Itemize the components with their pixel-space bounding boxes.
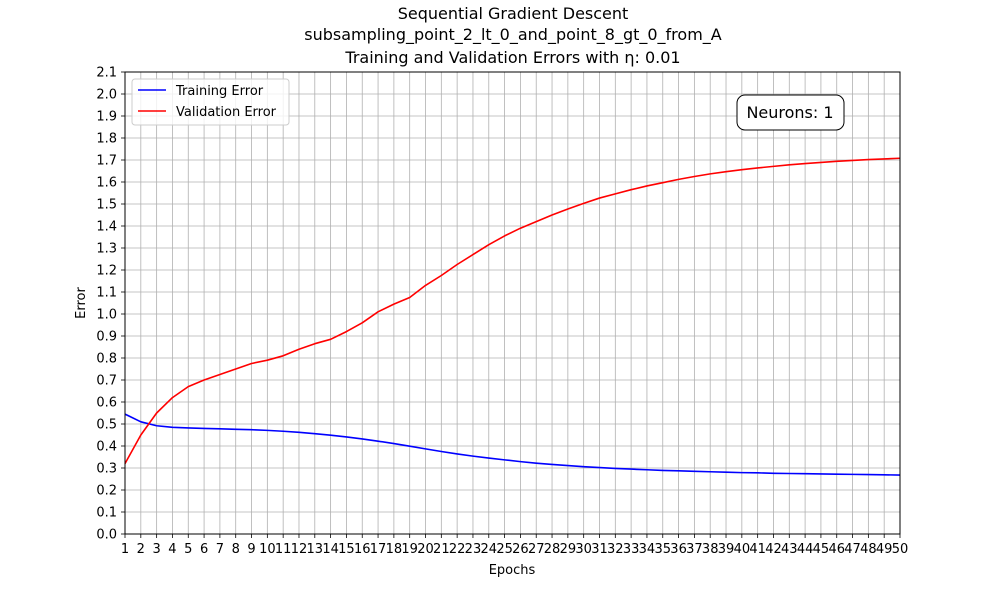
training-error-line xyxy=(124,413,901,476)
y-tick-label: 1.5 xyxy=(96,198,117,213)
axis-ticks: 1 2 3 4 5 6 7 8 9 10 11 12 13 14 15 16 17 18 19 20 21 22 23 24 2… xyxy=(96,66,908,558)
x-tick-label: 46 xyxy=(828,542,845,557)
x-tick-label: 13 xyxy=(307,542,324,557)
y-tick-label: 1.8 xyxy=(96,132,117,147)
x-tick-label: 21 xyxy=(433,542,450,557)
y-tick-label: 0.2 xyxy=(96,484,117,499)
y-axis-label: Error xyxy=(74,287,89,319)
chart-title-line-2: subsampling_point_2_lt_0_and_point_8_gt_… xyxy=(304,25,722,45)
x-tick-label: 12 xyxy=(291,542,308,557)
x-tick-label: 43 xyxy=(781,542,798,557)
y-tick-label: 1.2 xyxy=(96,264,117,279)
grid xyxy=(124,71,901,535)
x-tick-label: 38 xyxy=(702,542,719,557)
x-tick-label: 24 xyxy=(481,542,498,557)
x-tick-label: 6 xyxy=(200,542,208,557)
x-tick-label: 16 xyxy=(354,542,371,557)
y-tick-label: 0.0 xyxy=(96,528,117,543)
chart-title-line-3: Training and Validation Errors with η: 0… xyxy=(344,48,680,67)
x-tick-label: 40 xyxy=(734,542,751,557)
x-tick-label: 29 xyxy=(560,542,577,557)
x-tick-label: 22 xyxy=(449,542,466,557)
x-tick-label: 35 xyxy=(654,542,671,557)
x-tick-label: 45 xyxy=(813,542,830,557)
series-lines xyxy=(124,157,901,476)
x-tick-label: 36 xyxy=(670,542,687,557)
x-tick-label: 11 xyxy=(275,542,292,557)
legend-label-validation: Validation Error xyxy=(176,105,277,120)
legend-frame xyxy=(131,78,290,126)
x-tick-label: 9 xyxy=(247,542,255,557)
x-tick-label: 15 xyxy=(338,542,355,557)
y-tick-label: 2.1 xyxy=(96,66,117,81)
neurons-annotation: Neurons: 1 xyxy=(736,94,845,131)
y-tick-label: 0.1 xyxy=(96,506,117,521)
x-tick-label: 10 xyxy=(259,542,276,557)
y-tick-label: 2.0 xyxy=(96,88,117,103)
y-tick-label: 0.9 xyxy=(96,330,117,345)
x-tick-label: 26 xyxy=(512,542,529,557)
x-tick-label: 1 xyxy=(121,542,129,557)
x-tick-label: 33 xyxy=(623,542,640,557)
x-tick-label: 30 xyxy=(575,542,592,557)
x-tick-label: 4 xyxy=(168,542,176,557)
x-tick-label: 50 xyxy=(892,542,909,557)
x-tick-label: 49 xyxy=(876,542,893,557)
x-tick-label: 14 xyxy=(322,542,339,557)
x-tick-label: 44 xyxy=(797,542,814,557)
x-tick-label: 19 xyxy=(401,542,418,557)
x-tick-label: 42 xyxy=(765,542,782,557)
x-tick-label: 18 xyxy=(386,542,403,557)
x-tick-label: 37 xyxy=(686,542,703,557)
x-tick-label: 8 xyxy=(232,542,240,557)
y-tick-label: 0.4 xyxy=(96,440,117,455)
y-tick-label: 1.6 xyxy=(96,176,117,191)
x-tick-label: 20 xyxy=(417,542,434,557)
x-tick-label: 7 xyxy=(216,542,224,557)
x-tick-label: 48 xyxy=(860,542,877,557)
x-tick-label: 41 xyxy=(749,542,766,557)
y-tick-label: 0.8 xyxy=(96,352,117,367)
legend-label-training: Training Error xyxy=(175,84,264,99)
y-tick-label: 0.5 xyxy=(96,418,117,433)
y-tick-label: 0.3 xyxy=(96,462,117,477)
annotation-text: Neurons: 1 xyxy=(746,103,833,122)
x-tick-label: 39 xyxy=(718,542,735,557)
x-tick-label: 32 xyxy=(607,542,624,557)
plot-frame xyxy=(124,71,901,535)
y-tick-label: 0.7 xyxy=(96,374,117,389)
validation-error-line xyxy=(124,157,901,464)
y-tick-label: 1.7 xyxy=(96,154,117,169)
x-tick-label: 31 xyxy=(591,542,608,557)
y-tick-label: 1.9 xyxy=(96,110,117,125)
x-tick-label: 25 xyxy=(496,542,513,557)
x-tick-label: 47 xyxy=(844,542,861,557)
x-tick-label: 3 xyxy=(152,542,160,557)
chart-title-line-1: Sequential Gradient Descent xyxy=(398,4,629,23)
x-tick-label: 2 xyxy=(137,542,145,557)
x-tick-label: 23 xyxy=(465,542,482,557)
y-tick-label: 1.1 xyxy=(96,286,117,301)
x-tick-label: 17 xyxy=(370,542,387,557)
x-tick-label: 5 xyxy=(184,542,192,557)
x-tick-label: 27 xyxy=(528,542,545,557)
y-tick-label: 1.4 xyxy=(96,220,117,235)
x-axis-label: Epochs xyxy=(489,563,536,578)
annotation-box xyxy=(736,94,845,131)
legend: Training Error Validation Error xyxy=(131,78,290,126)
y-tick-label: 1.0 xyxy=(96,308,117,323)
y-tick-label: 0.6 xyxy=(96,396,117,411)
y-tick-label: 1.3 xyxy=(96,242,117,257)
x-tick-label: 34 xyxy=(639,542,656,557)
x-tick-label: 28 xyxy=(544,542,561,557)
